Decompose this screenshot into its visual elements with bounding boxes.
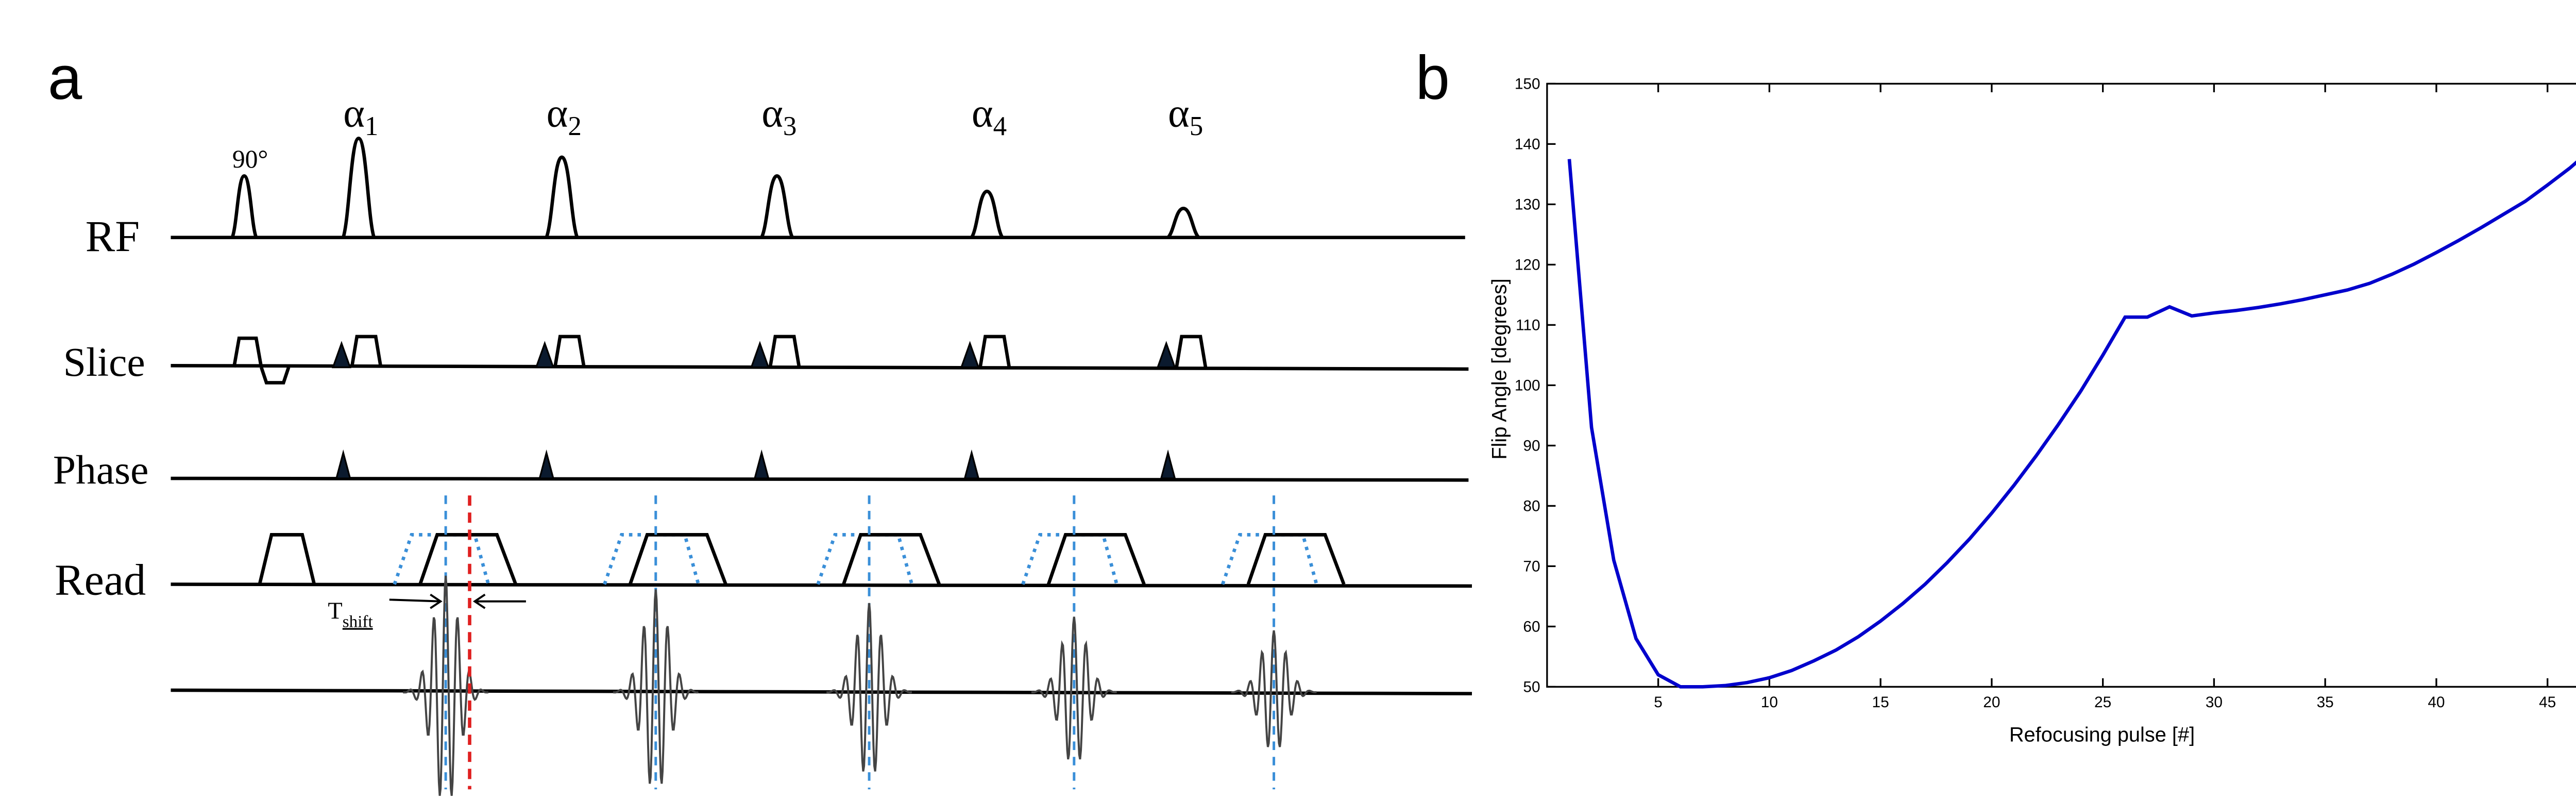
read-gradient (1246, 533, 1346, 585)
slice-gradient (350, 335, 383, 368)
slice-crusher (960, 341, 980, 369)
x-tick-label: 45 (2539, 694, 2556, 711)
pulse-label: α3 (761, 90, 796, 141)
excitation-label: 90° (232, 145, 268, 173)
pulse-label-base: α (761, 90, 783, 136)
y-tick-label: 70 (1523, 558, 1540, 575)
y-tick-label: 80 (1523, 497, 1540, 514)
y-tick-label: 110 (1516, 317, 1540, 334)
panel-label: b (1416, 44, 1450, 112)
baseline (171, 582, 1472, 588)
x-tick-label: 40 (2428, 694, 2445, 711)
pulse-label-base: α (1168, 90, 1190, 136)
x-tick-label: 30 (2206, 694, 2223, 711)
slice-crusher (1156, 341, 1176, 369)
pulse-label: α5 (1168, 90, 1203, 141)
read-gradient (418, 533, 518, 585)
phase-blip (1160, 449, 1176, 479)
slice-crusher (750, 341, 770, 369)
data-line (1567, 159, 2576, 689)
phase-blip (538, 449, 555, 479)
pulse-label: α1 (343, 90, 378, 141)
read-gradient-shifted (1221, 533, 1318, 585)
y-tick-label: 90 (1523, 437, 1540, 454)
arrow (389, 593, 443, 609)
y-tick-label: 120 (1515, 256, 1540, 273)
panel-label: a (48, 44, 82, 112)
y-tick-label: 100 (1515, 377, 1540, 394)
slice-gradient (1175, 335, 1208, 368)
row-label: Read (55, 555, 146, 604)
x-tick-label: 15 (1872, 694, 1889, 711)
pulse-label-sub: 2 (568, 111, 582, 141)
x-tick-label: 25 (2094, 694, 2111, 711)
t-shift-label: Tshift (328, 598, 373, 631)
read-gradient (842, 533, 941, 585)
read-gradient-shifted (603, 533, 700, 585)
slice-gradient (978, 335, 1011, 368)
read-gradient (1046, 533, 1146, 585)
rf-pulse (342, 137, 376, 238)
read-gradient-shifted (816, 533, 914, 585)
pulse-label-sub: 1 (365, 111, 379, 141)
slice-select (232, 336, 291, 385)
y-tick-label: 150 (1515, 75, 1540, 92)
y-tick-label: 60 (1523, 618, 1540, 635)
pulse-label-sub: 5 (1190, 111, 1204, 141)
phase-blip (963, 449, 980, 479)
phase-blip (335, 449, 351, 479)
row-label: Slice (63, 340, 145, 385)
pulse-label-base: α (547, 90, 568, 136)
read-gradient-shifted (393, 533, 490, 585)
x-tick-label: 10 (1761, 694, 1778, 711)
x-tick-label: 35 (2317, 694, 2334, 711)
pulse-label: α4 (972, 90, 1007, 141)
y-axis-label: Flip Angle [degrees] (1488, 278, 1511, 459)
pulse-label: α2 (547, 90, 582, 141)
slice-gradient (768, 335, 801, 368)
echo-signal (1231, 630, 1317, 747)
rf-pulse (1166, 207, 1200, 239)
y-tick-label: 130 (1515, 196, 1540, 213)
pulse-label-sub: 3 (783, 111, 797, 141)
y-tick-label: 140 (1515, 136, 1540, 153)
echo-signal (402, 575, 489, 796)
phase-blip (753, 449, 770, 479)
echo-signal (826, 603, 912, 772)
baseline (171, 688, 1472, 695)
baseline (171, 476, 1469, 482)
slice-gradient (553, 335, 586, 368)
rf-pulse (970, 189, 1004, 239)
read-gradient (628, 533, 727, 585)
y-tick-label: 50 (1523, 678, 1540, 695)
rf-pulse (760, 174, 794, 239)
rf-pulse (230, 174, 258, 238)
rf-pulse (545, 155, 579, 238)
read-gradient-shifted (1021, 533, 1118, 585)
echo-signal (613, 589, 699, 784)
pulse-label-base: α (972, 90, 993, 136)
pulse-label-sub: 4 (993, 111, 1007, 141)
echo-signal (1031, 617, 1117, 760)
baseline (171, 363, 1469, 371)
x-tick-label: 5 (1654, 694, 1663, 711)
x-axis-label: Refocusing pulse [#] (2009, 723, 2195, 746)
slice-crusher (332, 341, 351, 369)
arrow (472, 593, 526, 609)
slice-crusher (535, 341, 555, 369)
x-tick-label: 20 (1983, 694, 2000, 711)
t-shift-sub: shift (343, 612, 374, 631)
t-shift-base: T (328, 598, 342, 624)
row-label: Phase (53, 447, 149, 493)
row-label: RF (86, 211, 140, 261)
read-prephaser (258, 533, 316, 585)
pulse-label-base: α (343, 90, 365, 136)
